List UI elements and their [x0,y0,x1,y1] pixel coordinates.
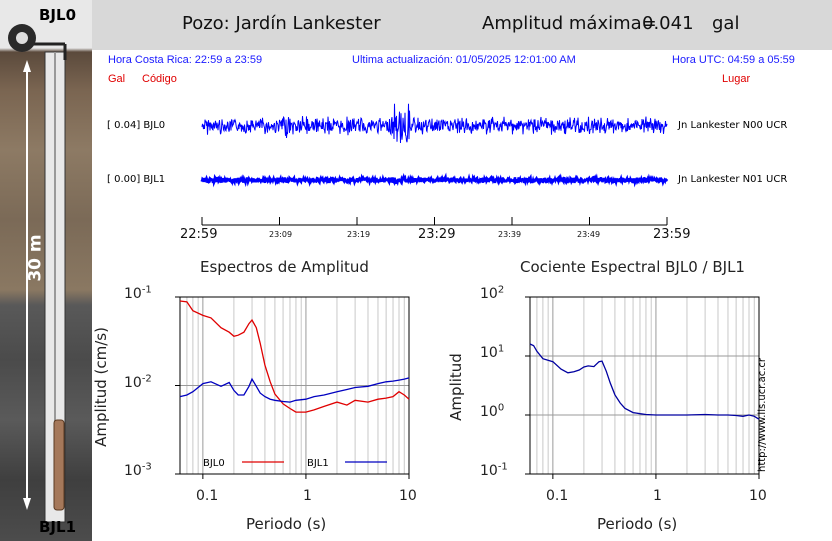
trace-place-label: Jn Lankester N00 UCR [678,120,788,131]
time-tick-label: 23:29 [418,227,456,242]
spectra-plot: BJL0 BJL1 [175,296,410,479]
header-bar: Pozo: Jardín Lankester Amplitud máxima= … [92,0,832,50]
ratio-y-tick: 100 [480,402,505,420]
ratio-chart-title: Cociente Espectral BJL0 / BJL1 [520,258,745,276]
ratio-x-tick: 10 [749,488,767,504]
time-tick-label: 23:09 [269,230,293,239]
well-schematic [8,24,67,523]
spectra-legend: BJL0 BJL1 [203,458,387,469]
spectra-y-tick: 10-2 [124,373,152,391]
time-tick-label: 23:59 [653,227,691,242]
spectra-y-tick: 10-1 [124,284,152,302]
ratio-y-tick: 101 [480,343,505,361]
depth-arrow-down-icon [23,498,31,510]
depth-arrow-up-icon [23,60,31,72]
ratio-x-axis-label: Periodo (s) [597,515,678,533]
column-code: Código [142,73,177,85]
max-amplitude-unit: gal [712,13,740,34]
spectra-chart-title: Espectros de Amplitud [200,258,369,276]
legend-label: BJL1 [307,458,329,469]
well-illustration: BJL0 30 m BJL1 [0,0,92,541]
time-tick-label: 23:19 [347,230,371,239]
local-time-range: Hora Costa Rica: 22:59 a 23:59 [108,54,263,66]
column-place: Lugar [722,73,751,85]
max-amplitude-label: Amplitud máxima= [482,13,657,34]
column-gal: Gal [108,73,126,85]
plot-frame [529,296,760,475]
spectra-x-axis-label: Periodo (s) [246,515,327,533]
legend-label: BJL0 [203,458,225,469]
ratio-y-tick: 10-1 [480,461,508,479]
well-top-label: BJL0 [39,6,77,24]
ratio-y-tick: 102 [480,284,505,302]
series-line [529,343,760,420]
source-credit: http://www.lis.ucr.ac.cr [757,357,768,472]
sensor-top-inner-icon [16,32,28,44]
sensor-bottom-icon [53,419,65,511]
time-tick-label: 22:59 [180,227,218,242]
time-tick-label: 23:39 [498,230,522,239]
series-line [179,377,410,403]
spectra-x-tick: 1 [303,488,312,504]
spectra-x-tick: 10 [399,488,417,504]
last-update: Ultima actualización: 01/05/2025 12:01:0… [352,54,576,66]
ratio-x-tick: 1 [653,488,662,504]
well-bottom-label: BJL1 [39,518,77,536]
ratio-x-tick: 0.1 [546,488,569,504]
trace-place-label: Jn Lankester N01 UCR [678,174,788,185]
spectra-y-tick: 10-3 [124,461,152,479]
plot-frame [179,296,410,475]
utc-time-range: Hora UTC: 04:59 a 05:59 [672,54,795,66]
series-line [179,300,410,413]
well-title: Pozo: Jardín Lankester [182,13,381,34]
time-tick-label: 23:49 [577,230,601,239]
trace-amp-label: [ 0.00] BJL1 [107,174,166,185]
spectra-x-tick: 0.1 [196,488,219,504]
trace-amp-label: [ 0.04] BJL0 [107,120,166,131]
max-amplitude-value: 0.041 [642,13,694,34]
ratio-plot [525,296,760,479]
